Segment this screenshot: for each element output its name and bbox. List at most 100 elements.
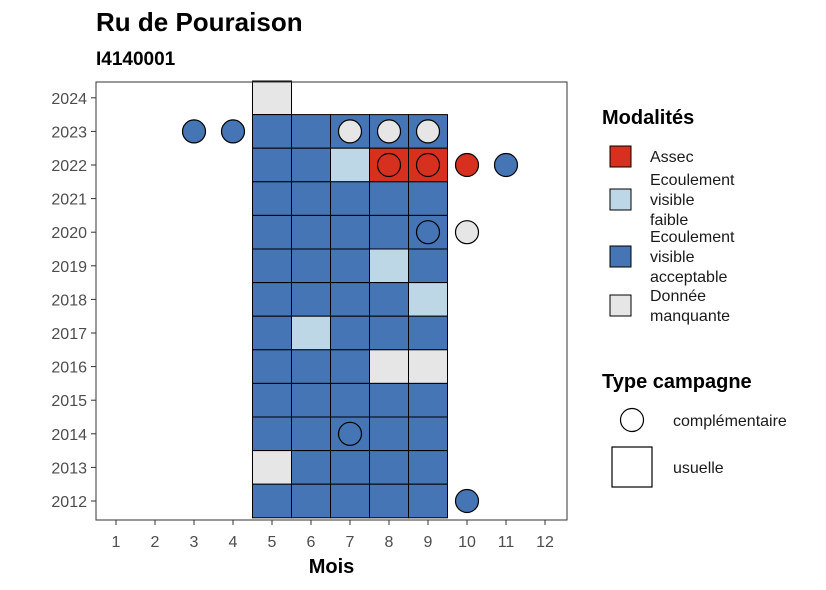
point-2020-10: [454, 220, 480, 245]
point-2022-9: [415, 152, 441, 178]
legend-campagne-title: Type campagne: [602, 371, 752, 393]
tile-2018-9: [408, 282, 448, 317]
x-axis: 1 2 3 4 5 6 7 8 9 10 11 12: [112, 520, 554, 551]
tile-2012-5: [252, 483, 292, 519]
point-2023-7: [337, 119, 363, 144]
tile-2016-6: [291, 349, 331, 384]
legend-campagne: Type campagne complémentaire usuelle: [602, 371, 787, 488]
tiles-layer: [252, 80, 448, 519]
tile-2017-9: [408, 315, 448, 351]
tile-2019-9: [408, 248, 448, 284]
legend-label-faible-line-2: faible: [650, 212, 688, 229]
point-2022-8: [376, 152, 402, 178]
chart-subtitle: I4140001: [96, 49, 176, 70]
tile-2018-7: [330, 282, 370, 317]
x-tick-label-3: 3: [190, 534, 199, 551]
x-tick-label-11: 11: [498, 534, 515, 551]
y-tick-label-2023: 2023: [51, 124, 87, 141]
point-2020-9: [415, 220, 441, 245]
tile-2020-7: [330, 214, 370, 250]
tile-2022-5: [252, 147, 292, 183]
tile-2022-6: [291, 147, 331, 183]
chart-title: Ru de Pouraison: [96, 7, 303, 37]
legend-modalites: Modalités AssecEcoulementvisiblefaibleEc…: [602, 107, 735, 325]
tile-2021-8: [369, 181, 409, 216]
tile-2017-6: [291, 315, 331, 351]
tile-2014-9: [408, 416, 448, 452]
x-tick-label-9: 9: [424, 534, 433, 551]
y-tick-label-2014: 2014: [51, 427, 87, 444]
tile-2014-8: [369, 416, 409, 452]
point-2023-8: [376, 119, 402, 144]
tile-2015-5: [252, 382, 292, 418]
y-tick-label-2017: 2017: [51, 326, 87, 343]
tile-2017-8: [369, 315, 409, 351]
tile-2016-5: [252, 349, 292, 384]
tile-2020-6: [291, 214, 331, 250]
legend-key-manquante: [609, 294, 632, 317]
tile-2019-6: [291, 248, 331, 284]
tile-2017-5: [252, 315, 292, 351]
tile-2020-8: [369, 214, 409, 250]
point-2023-9: [415, 119, 441, 144]
legend-key-acceptable: [609, 245, 632, 268]
tile-2013-6: [291, 450, 331, 485]
legend-label-manquante-line-0: Donnée: [650, 288, 706, 305]
y-tick-label-2018: 2018: [51, 292, 87, 309]
point-2023-3: [181, 119, 207, 144]
legend-label-usuelle: usuelle: [673, 460, 724, 477]
tile-2021-6: [291, 181, 331, 216]
x-tick-label-4: 4: [229, 534, 238, 551]
legend-key-usuelle: [611, 446, 653, 488]
point-2022-11: [493, 152, 519, 178]
tile-2012-8: [369, 483, 409, 519]
tile-2024-5: [252, 80, 292, 116]
tile-2021-7: [330, 181, 370, 216]
legend-label-acceptable-line-2: acceptable: [650, 269, 727, 286]
legend-label-faible-line-0: Ecoulement: [650, 172, 735, 189]
tile-2016-8: [369, 349, 409, 384]
tile-2012-6: [291, 483, 331, 519]
tile-2023-6: [291, 114, 331, 149]
tile-2015-6: [291, 382, 331, 418]
x-tick-label-6: 6: [307, 534, 316, 551]
tile-2020-5: [252, 214, 292, 250]
tile-2017-7: [330, 315, 370, 351]
tile-2015-7: [330, 382, 370, 418]
tile-2021-9: [408, 181, 448, 216]
tile-2013-8: [369, 450, 409, 485]
legend-label-faible-line-1: visible: [650, 192, 695, 209]
tile-2015-8: [369, 382, 409, 418]
legend-label-manquante-line-1: manquante: [650, 308, 730, 325]
x-tick-label-10: 10: [458, 534, 476, 551]
tile-2016-9: [408, 349, 448, 384]
y-tick-label-2022: 2022: [51, 158, 87, 175]
tile-2013-7: [330, 450, 370, 485]
x-tick-label-5: 5: [268, 534, 277, 551]
point-2014-7: [337, 421, 363, 446]
x-tick-label-12: 12: [536, 534, 554, 551]
x-tick-label-8: 8: [385, 534, 394, 551]
legend-label-acceptable-line-1: visible: [650, 249, 695, 266]
tile-2012-7: [330, 483, 370, 519]
tile-2014-5: [252, 416, 292, 452]
legend-key-assec: [609, 145, 632, 168]
tile-2019-5: [252, 248, 292, 284]
tile-2019-8: [369, 248, 409, 284]
x-tick-label-1: 1: [112, 534, 121, 551]
y-tick-label-2012: 2012: [51, 494, 87, 511]
tile-2021-5: [252, 181, 292, 216]
x-tick-label-2: 2: [151, 534, 160, 551]
y-tick-label-2021: 2021: [51, 192, 87, 209]
tile-2014-6: [291, 416, 331, 452]
points-layer: [181, 119, 519, 514]
tile-2013-9: [408, 450, 448, 485]
y-tick-label-2020: 2020: [51, 225, 87, 242]
tile-2015-9: [408, 382, 448, 418]
y-tick-label-2013: 2013: [51, 460, 87, 477]
tile-2013-5: [252, 450, 292, 485]
legend-label-assec-line-0: Assec: [650, 149, 694, 166]
y-axis: 2012 2013 2014 2015 2016 2017 2018 2019 2020 2021…: [51, 91, 96, 511]
x-axis-label: Mois: [309, 556, 355, 578]
